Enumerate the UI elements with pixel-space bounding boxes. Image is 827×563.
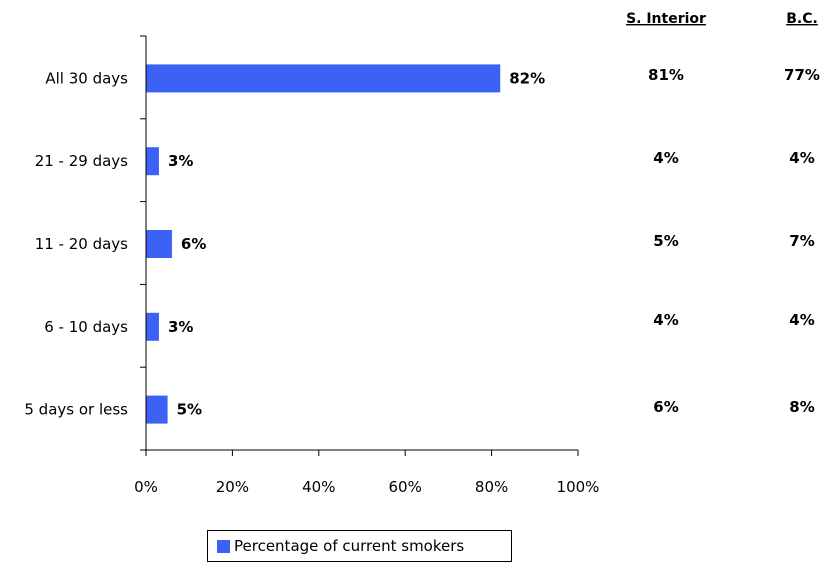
comparison-value: 77% xyxy=(784,66,820,84)
category-label: 21 - 29 days xyxy=(35,152,128,170)
axes: 0% 20% 40% 60% 80% 100% xyxy=(134,35,600,496)
comparison-value: 4% xyxy=(653,311,678,329)
legend-swatch xyxy=(217,539,230,553)
comparison-value: 4% xyxy=(653,149,678,167)
legend: Percentage of current smokers xyxy=(207,530,512,562)
comparison-header: S. Interior xyxy=(626,11,706,27)
bars xyxy=(146,64,501,424)
bar xyxy=(146,64,501,93)
bar xyxy=(146,230,172,258)
category-label: 11 - 20 days xyxy=(35,235,128,253)
comparison-columns: S. Interior 81% 4% 5% 4% 6% B.C. 77% 4% 7% 4% 8% xyxy=(626,11,820,416)
x-tick-label: 20% xyxy=(216,478,249,496)
legend-label: Percentage of current smokers xyxy=(234,537,465,555)
category-label: 6 - 10 days xyxy=(44,318,128,336)
x-tick-label: 60% xyxy=(389,478,422,496)
comparison-value: 81% xyxy=(648,66,684,84)
x-tick-label: 40% xyxy=(302,478,335,496)
comparison-value: 8% xyxy=(789,398,814,416)
x-tick-label: 100% xyxy=(557,478,600,496)
x-tick-label: 0% xyxy=(134,478,158,496)
category-label: All 30 days xyxy=(45,69,128,87)
bar-value-label: 5% xyxy=(177,401,202,419)
bar xyxy=(146,395,168,424)
bar-value-label: 3% xyxy=(168,152,193,170)
bar-value-label: 6% xyxy=(181,235,206,253)
labels: All 30 days 82% 21 - 29 days 3% 11 - 20 days… xyxy=(24,69,545,418)
comparison-header: B.C. xyxy=(786,11,818,27)
comparison-value: 4% xyxy=(789,311,814,329)
comparison-value: 7% xyxy=(789,232,814,250)
category-label: 5 days or less xyxy=(24,401,128,419)
comparison-value: 6% xyxy=(653,398,678,416)
x-tick-label: 80% xyxy=(475,478,508,496)
bar-value-label: 82% xyxy=(509,69,545,87)
comparison-value: 5% xyxy=(653,232,678,250)
bar xyxy=(146,147,159,176)
comparison-value: 4% xyxy=(789,149,814,167)
bar-value-label: 3% xyxy=(168,318,193,336)
bar xyxy=(146,312,159,341)
